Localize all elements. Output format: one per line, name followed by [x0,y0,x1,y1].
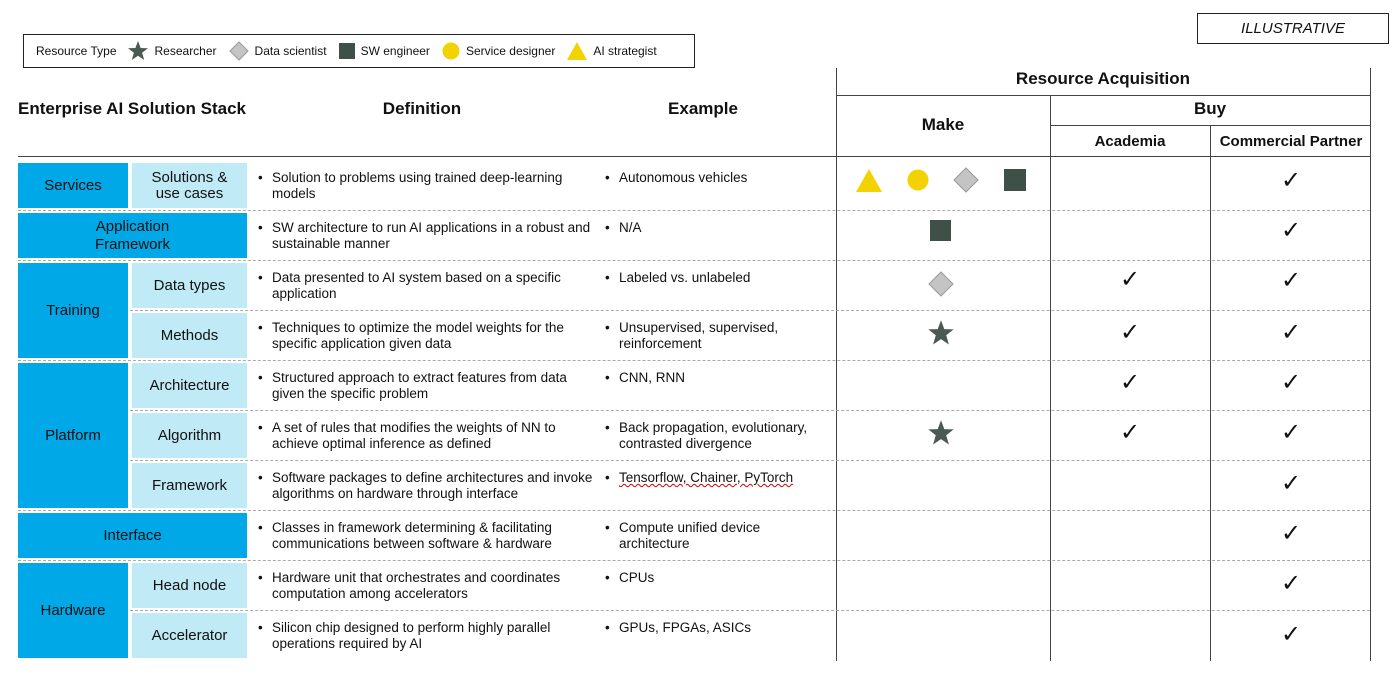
definition-framework: Software packages to define architecture… [258,470,598,502]
triangle-icon [856,169,882,192]
square-icon [1004,169,1026,191]
divider [18,156,1370,157]
star-icon [928,320,954,345]
header-stack: Enterprise AI Solution Stack [18,99,246,118]
row-divider [18,510,1370,511]
square-icon [338,43,355,59]
definition-interface: Classes in framework determining & facil… [258,520,598,552]
star-icon [928,420,954,445]
triangle-icon [567,42,588,60]
check-icon: ✓ [1281,569,1302,597]
check-icon: ✓ [1120,368,1141,396]
example-methods: Unsupervised, supervised, reinforcement [605,320,810,352]
group-application-framework: Application Framework [18,213,247,258]
row-divider [130,410,1370,411]
check-icon: ✓ [1281,469,1302,497]
check-icon: ✓ [1120,418,1141,446]
example-app-framework: N/A [605,220,830,236]
check-icon: ✓ [1120,318,1141,346]
circle-icon [907,169,929,191]
check-icon: ✓ [1281,368,1302,396]
definition-algorithm: A set of rules that modifies the weights… [258,420,598,452]
group-platform: Platform [18,363,128,508]
example-accelerator: GPUs, FPGAs, ASICs [605,620,830,636]
subitem-solutions: Solutions & use cases [132,163,247,208]
legend-item-label: AI strategist [593,44,657,58]
legend-item-ai-strategist: AI strategist [567,42,657,60]
definition-head-node: Hardware unit that orchestrates and coor… [258,570,598,602]
row-divider [18,560,1370,561]
legend-item-label: Service designer [465,44,556,58]
check-icon: ✓ [1281,318,1302,346]
divider [1050,95,1051,661]
definition-solutions: Solution to problems using trained deep-… [258,170,598,202]
row-divider [130,460,1370,461]
check-icon: ✓ [1281,266,1302,294]
subitem-methods: Methods [132,313,247,358]
example-framework: Tensorflow, Chainer, PyTorch [605,470,830,486]
divider [836,95,1370,96]
group-interface: Interface [18,513,247,558]
legend-label: Resource Type [36,44,117,58]
definition-data-types: Data presented to AI system based on a s… [258,270,598,302]
divider [1370,68,1371,661]
example-architecture: CNN, RNN [605,370,830,386]
row-divider [18,210,1370,211]
example-algorithm: Back propagation, evolutionary, contrast… [605,420,830,452]
diamond-icon [928,271,954,297]
check-icon: ✓ [1120,265,1141,293]
subitem-algorithm: Algorithm [132,413,247,458]
divider [1210,125,1211,661]
definition-app-framework: SW architecture to run AI applications i… [258,220,598,252]
check-icon: ✓ [1281,620,1302,648]
subitem-head-node: Head node [132,563,247,608]
header-academia: Academia [1094,133,1166,150]
group-training: Training [18,263,128,358]
example-data-types: Labeled vs. unlabeled [605,270,830,286]
header-definition: Definition [382,99,462,118]
definition-methods: Techniques to optimize the model weights… [258,320,598,352]
definition-accelerator: Silicon chip designed to perform highly … [258,620,598,652]
example-solutions: Autonomous vehicles [605,170,830,186]
legend-item-sw-engineer: SW engineer [338,43,430,59]
legend-item-service-designer: Service designer [442,42,555,60]
check-icon: ✓ [1281,166,1302,194]
star-icon [127,41,148,60]
legend-item-researcher: Researcher [127,40,217,62]
group-hardware: Hardware [18,563,128,658]
legend-item-label: SW engineer [360,44,430,58]
legend: Resource Type Researcher Data scientist … [23,34,695,68]
check-icon: ✓ [1281,418,1302,446]
subitem-accelerator: Accelerator [132,613,247,658]
divider [836,68,837,661]
group-services: Services [18,163,128,208]
header-example: Example [668,99,738,118]
subitem-data-types: Data types [132,263,247,308]
example-head-node: CPUs [605,570,830,586]
subitem-architecture: Architecture [132,363,247,408]
row-divider [130,610,1370,611]
example-interface: Compute unified device architecture [605,520,830,552]
subitem-framework: Framework [132,463,247,508]
row-divider [18,260,1370,261]
header-make: Make [921,115,965,134]
header-commercial-partner: Commercial Partner [1219,133,1363,150]
legend-item-label: Data scientist [254,44,327,58]
check-icon: ✓ [1281,519,1302,547]
subitem-solutions-label: Solutions & use cases [151,168,228,202]
diamond-icon [228,41,249,61]
square-icon [930,220,951,241]
row-divider [130,310,1370,311]
check-icon: ✓ [1281,216,1302,244]
header-resource-acquisition: Resource Acquisition [1015,69,1191,88]
circle-icon [442,42,460,60]
group-application-framework-label: Application Framework [94,217,170,253]
illustrative-badge: ILLUSTRATIVE [1197,13,1389,44]
legend-item-data-scientist: Data scientist [228,41,327,61]
legend-item-label: Researcher [154,44,217,58]
diamond-icon [953,167,979,193]
header-buy: Buy [1193,99,1227,118]
row-divider [18,360,1370,361]
definition-architecture: Structured approach to extract features … [258,370,598,402]
